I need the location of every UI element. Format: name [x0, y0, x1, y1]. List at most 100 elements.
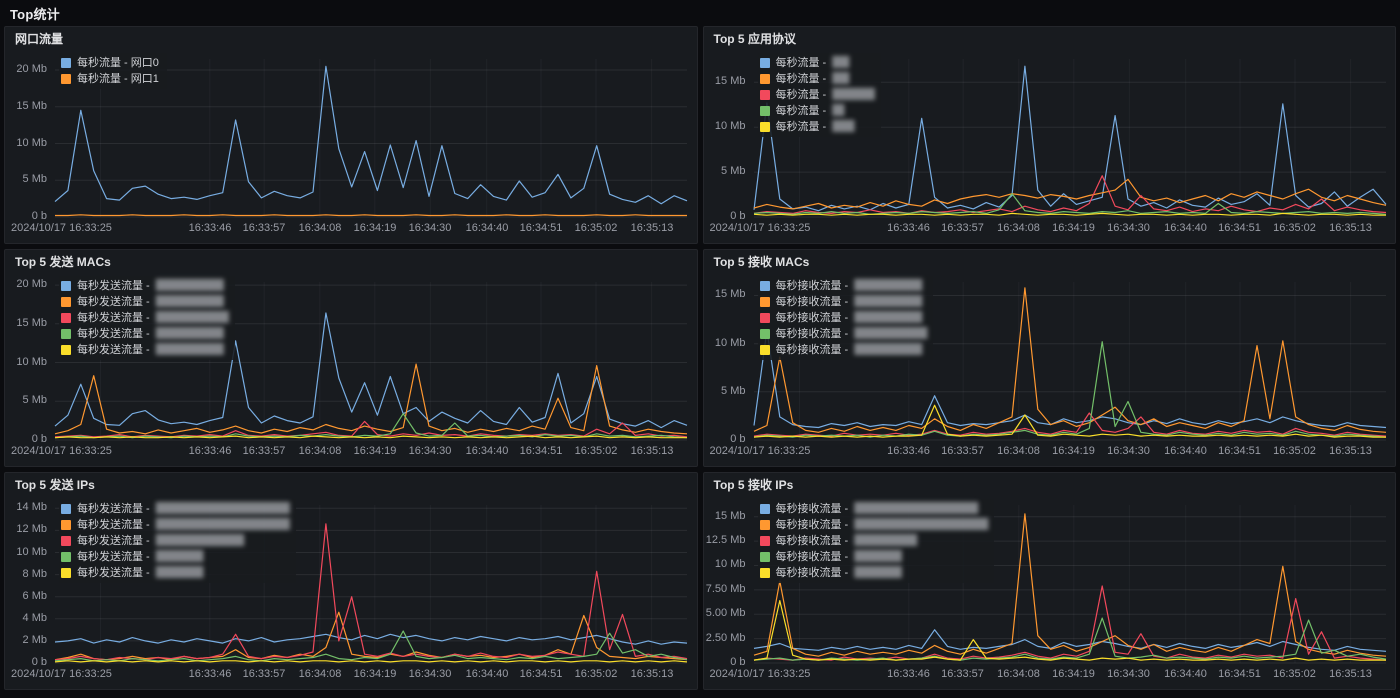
- chart-plot-area[interactable]: 0 b 5 Mb 10 Mb 15 Mb 2024/10/17 16:33:25 16:3…: [704, 51, 1396, 243]
- legend: 每秒流量 - 网口0 每秒流量 - 网口1: [59, 53, 167, 89]
- redacted-legend-value: ██████████████████████████: [854, 519, 988, 530]
- legend: 每秒流量 - ███ 每秒流量 - ███ 每秒流量 - ████████ 每秒流量 …: [757, 53, 881, 137]
- legend-swatch-icon: [759, 74, 770, 84]
- legend-swatch-icon: [61, 297, 71, 307]
- redacted-legend-value: ████: [832, 121, 854, 132]
- legend-label: 每秒接收流量 -: [775, 344, 849, 356]
- chart-plot-area[interactable]: 0 b 2.50 Mb 5.00 Mb 7.50 Mb 10 Mb 12.5 Mb 15 M…: [704, 497, 1396, 689]
- redacted-legend-value: ███: [832, 57, 849, 68]
- y-axis-tick-label: 0 b: [31, 656, 47, 668]
- x-axis-tick-label: 2024/10/17 16:33:25: [709, 668, 811, 680]
- series-line: [753, 212, 1386, 216]
- series-line: [54, 413, 688, 439]
- legend-label: 每秒发送流量 -: [77, 312, 150, 324]
- legend-item[interactable]: 每秒发送流量 - █████████████: [61, 343, 227, 357]
- series-line: [54, 420, 688, 438]
- legend-item[interactable]: 每秒流量 - ███: [759, 72, 873, 86]
- legend-item[interactable]: 每秒接收流量 - ████████████████████████: [759, 502, 987, 516]
- legend-item[interactable]: 每秒流量 - 网口0: [61, 56, 159, 70]
- y-axis-tick-label: 5 Mb: [22, 173, 47, 185]
- redacted-legend-value: █████████████: [155, 280, 224, 291]
- x-axis-tick-label: 16:35:02: [1273, 668, 1316, 680]
- x-axis-tick-label: 16:33:46: [188, 222, 232, 234]
- x-axis-tick-label: 16:35:13: [1329, 445, 1372, 457]
- series-line: [753, 341, 1386, 438]
- legend-label: 每秒流量 -: [775, 105, 827, 117]
- x-axis-tick-label: 2024/10/17 16:33:25: [709, 445, 811, 457]
- y-axis-tick-label: 5 Mb: [22, 394, 47, 406]
- x-axis-tick-label: 16:35:02: [574, 222, 618, 234]
- redacted-legend-value: █████████: [854, 567, 902, 578]
- legend-swatch-icon: [759, 345, 770, 355]
- series-line: [753, 404, 1386, 438]
- y-axis-tick-label: 20 Mb: [16, 63, 47, 75]
- x-axis-tick-label: 16:34:51: [519, 445, 563, 457]
- legend-item[interactable]: 每秒发送流量 - ██████████████████████████: [61, 518, 290, 532]
- legend-label: 每秒发送流量 -: [77, 344, 150, 356]
- y-axis-tick-label: 4 Mb: [22, 612, 47, 624]
- legend-item[interactable]: 每秒发送流量 - ██████████████: [61, 311, 229, 325]
- x-axis-tick-label: 16:35:13: [1329, 222, 1372, 234]
- legend-item[interactable]: 每秒接收流量 - █████████████: [759, 279, 926, 293]
- chart-canvas: [54, 282, 688, 441]
- chart-plot-area[interactable]: 0 b 5 Mb 10 Mb 15 Mb 20 Mb 2024/10/17 16:33:2…: [5, 51, 697, 243]
- legend-swatch-icon: [759, 58, 770, 68]
- legend-item[interactable]: 每秒接收流量 - █████████████: [759, 295, 926, 309]
- chart-plot-area[interactable]: 0 b 5 Mb 10 Mb 15 Mb 20 Mb 2024/10/17 16:33:2…: [5, 274, 697, 466]
- legend-item[interactable]: 每秒流量 - ██: [759, 104, 873, 118]
- redacted-legend-value: █████████████: [854, 312, 922, 323]
- x-axis-tick-label: 2024/10/17 16:33:25: [11, 668, 112, 680]
- legend-item[interactable]: 每秒接收流量 - ████████████: [759, 534, 987, 548]
- y-axis-tick-label: 0 b: [730, 433, 746, 445]
- legend-item[interactable]: 每秒流量 - ███: [759, 56, 873, 70]
- series-line: [753, 617, 1386, 661]
- x-axis-tick-label: 16:34:30: [1107, 222, 1150, 234]
- x-axis-tick-label: 16:33:46: [887, 222, 930, 234]
- panel-grid: 网口流量 0 b 5 Mb 10 Mb 15 Mb 20 Mb 2024/10/17 16…: [0, 26, 1400, 694]
- series-line: [753, 193, 1386, 215]
- legend-item[interactable]: 每秒发送流量 - █████████████████: [61, 534, 288, 548]
- x-axis-tick-label: 16:34:40: [1164, 668, 1207, 680]
- legend-item[interactable]: 每秒接收流量 - █████████: [759, 550, 987, 564]
- panel-title[interactable]: Top 5 发送 MACs: [15, 255, 111, 269]
- x-axis-tick-label: 16:34:08: [997, 222, 1040, 234]
- x-axis-tick-label: 16:34:51: [519, 668, 563, 680]
- x-axis-tick-label: 16:35:13: [630, 222, 674, 234]
- legend-label: 每秒接收流量 -: [775, 535, 849, 547]
- legend-item[interactable]: 每秒流量 - ████████: [759, 88, 875, 102]
- chart-plot-area[interactable]: 0 b 5 Mb 10 Mb 15 Mb 2024/10/17 16:33:25 16:3…: [704, 274, 1396, 466]
- panel-title[interactable]: Top 5 接收 IPs: [713, 478, 794, 492]
- legend-swatch-icon: [759, 552, 770, 562]
- legend-item[interactable]: 每秒接收流量 - █████████████: [759, 343, 926, 357]
- legend-item[interactable]: 每秒接收流量 - ██████████████████████████: [759, 518, 988, 532]
- legend-item[interactable]: 每秒流量 - 网口1: [61, 72, 159, 86]
- series-line: [54, 435, 687, 439]
- panel-title[interactable]: Top 5 应用协议: [713, 32, 796, 46]
- legend-item[interactable]: 每秒发送流量 - ██████████████████████████: [61, 502, 290, 516]
- legend-item[interactable]: 每秒流量 - ████: [759, 120, 873, 134]
- x-axis-tick-label: 16:34:40: [465, 668, 509, 680]
- series-line: [55, 214, 687, 217]
- legend-label: 每秒接收流量 -: [775, 551, 849, 563]
- y-axis-tick-label: 10 Mb: [16, 546, 47, 558]
- legend-item[interactable]: 每秒接收流量 - ██████████████: [759, 327, 927, 341]
- y-axis-tick-label: 10 Mb: [714, 558, 746, 570]
- legend-item[interactable]: 每秒发送流量 - █████████: [61, 550, 288, 564]
- legend-item[interactable]: 每秒发送流量 - █████████████: [61, 279, 227, 293]
- legend-item[interactable]: 每秒发送流量 - █████████: [61, 566, 288, 580]
- legend-swatch-icon: [759, 281, 770, 291]
- legend-item[interactable]: 每秒接收流量 - █████████████: [759, 311, 926, 325]
- legend-item[interactable]: 每秒发送流量 - █████████████: [61, 327, 227, 341]
- y-axis-tick-label: 0 b: [730, 210, 746, 222]
- redacted-legend-value: ████████████████████████: [854, 503, 978, 514]
- panel-title[interactable]: Top 5 发送 IPs: [15, 478, 95, 492]
- legend-item[interactable]: 每秒发送流量 - █████████████: [61, 295, 227, 309]
- panel-title[interactable]: Top 5 接收 MACs: [713, 255, 810, 269]
- panel-title[interactable]: 网口流量: [15, 32, 64, 46]
- legend-item[interactable]: 每秒接收流量 - █████████: [759, 566, 987, 580]
- x-axis-tick-label: 16:33:46: [887, 668, 930, 680]
- series-line: [54, 630, 688, 662]
- x-axis-tick-label: 16:35:02: [1273, 222, 1316, 234]
- chart-plot-area[interactable]: 0 b 2 Mb 4 Mb 6 Mb 8 Mb 10 Mb 12 Mb 14 Mb 2024/1…: [5, 497, 697, 689]
- legend-swatch-icon: [61, 520, 71, 530]
